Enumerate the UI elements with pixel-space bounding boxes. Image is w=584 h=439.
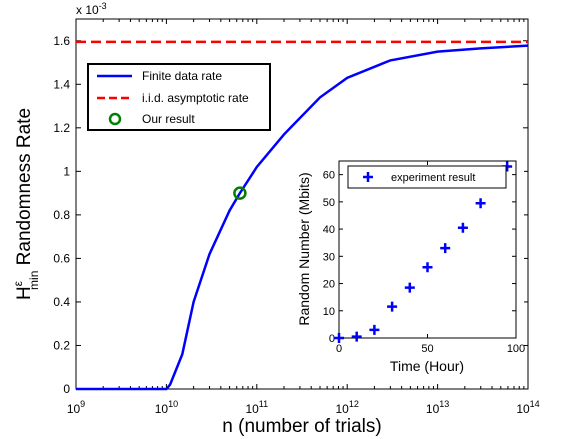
main-plot: 109 1010 1011 1012 1013 1014 0 0.2 0.4 0.6 0.8 1 1.… [11,1,540,437]
inset-legend-label: experiment result [391,172,475,184]
inset-background [286,154,524,378]
inset-x-tick-label: 50 [421,343,433,355]
main-x-tick-label: 1010 [155,399,178,416]
inset-x-ticks: 0 50 100 [336,161,525,355]
inset-legend: experiment result [347,165,507,189]
main-y-tick-label: 0.4 [53,295,70,309]
experiment-point [351,331,362,342]
main-y-tick-label: 0.8 [53,208,70,222]
result-point [233,186,247,200]
x-axis-title: n (number of trials) [222,416,381,437]
inset-x-tick-label: 0 [336,343,342,355]
main-y-tick-label: 1.2 [53,121,70,135]
experiment-point [422,262,433,273]
inset-y-tick-label: 10 [323,306,335,318]
inset-legend-swatch [363,172,373,182]
main-x-tick-label: 1011 [245,399,268,416]
inset-y-tick-label: 0 [329,333,335,345]
inset-plot: 0 50 100 0 10 20 30 40 50 60 Time (Hour) Random … [286,154,525,378]
legend-swatch-result [108,112,122,126]
experiment-point [387,301,398,312]
main-y-tick-label: 1.4 [53,77,70,91]
main-legend: Finite data rate i.i.d. asymptotic rate … [87,63,271,131]
main-y-tick-label: 1.6 [53,34,70,48]
experiment-point [475,198,486,209]
main-series [76,40,529,391]
experiment-point [404,282,415,293]
legend-label-result: Our result [142,112,195,126]
main-y-tick-label: 0.2 [53,338,70,352]
legend-label-finite: Finite data rate [142,69,222,83]
main-x-tick-label: 109 [67,399,85,416]
experiment-point [440,243,451,254]
inset-x-axis-title: Time (Hour) [390,358,464,374]
inset-x-tick-label: 100 [507,343,525,355]
inset-y-tick-label: 50 [323,197,335,209]
experiment-point [334,333,344,343]
inset-y-tick-label: 20 [323,279,335,291]
main-x-tick-label: 1013 [426,399,449,416]
main-plot-frame [75,18,529,390]
y-axis-title: Hε min Randomness Rate [11,108,41,300]
experiment-point [369,324,380,335]
main-x-tick-label: 1012 [336,399,359,416]
legend-label-iid: i.i.d. asymptotic rate [142,91,249,105]
main-y-tick-label: 0 [63,382,70,396]
inset-y-tick-label: 40 [323,224,335,236]
main-y-tick-label: 1 [63,164,70,178]
inset-legend-box [347,165,507,189]
experiment-point [457,222,468,233]
main-y-tick-label: 0.6 [53,251,70,265]
inset-y-axis-title: Random Number (Mbits) [296,172,312,325]
inset-y-tick-label: 60 [323,170,335,182]
inset-y-tick-label: 30 [323,251,335,263]
main-x-tick-label: 1014 [516,399,539,416]
y-exponent-label: x 10-3 [76,1,107,17]
finite-rate-line [76,44,529,391]
main-y-ticks: 0 0.2 0.4 0.6 0.8 1 1.2 1.4 1.6 [53,34,528,396]
